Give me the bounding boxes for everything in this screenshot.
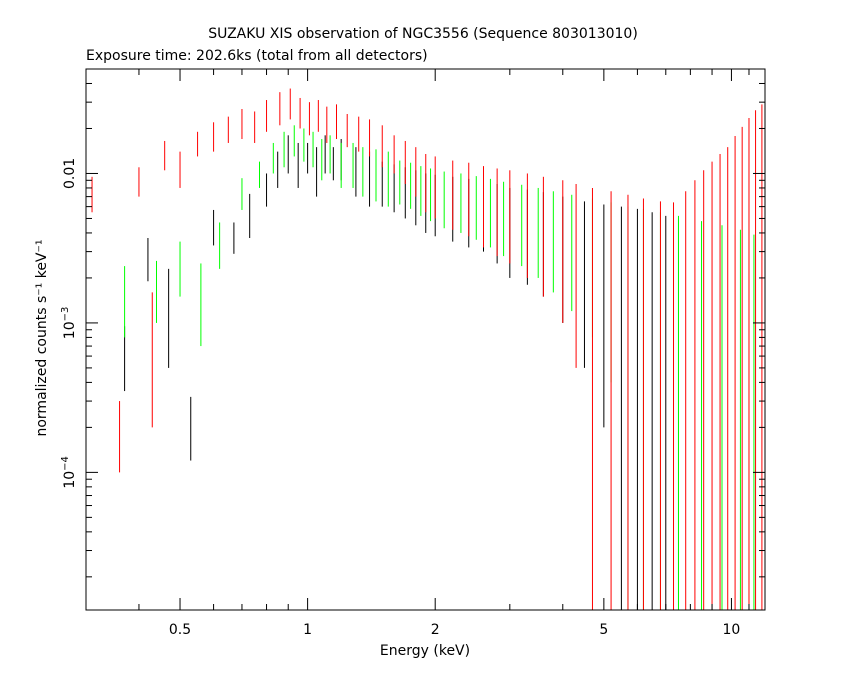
series-0: [124, 135, 679, 610]
x-tick-label: 1: [303, 622, 312, 638]
x-tick-label: 10: [723, 622, 741, 638]
x-tick-label: 5: [599, 622, 608, 638]
x-axis-ticks: 0.5 1 2 5 10: [85, 69, 766, 638]
y-axis-ticks: 0.01 10−3 10−4: [60, 68, 765, 578]
series-1: [124, 125, 755, 610]
series-2: [91, 88, 763, 610]
y-tick-label: 10−3: [60, 307, 78, 340]
chart-title: SUZAKU XIS observation of NGC3556 (Seque…: [208, 26, 638, 42]
y-tick-label: 10−4: [60, 456, 78, 489]
chart-subtitle: Exposure time: 202.6ks (total from all d…: [86, 48, 428, 64]
x-axis-label: Energy (keV): [380, 643, 470, 659]
x-tick-label: 0.5: [169, 622, 191, 638]
y-tick-label: 0.01: [62, 158, 78, 189]
x-tick-label: 2: [431, 622, 440, 638]
y-axis-label: normalized counts s⁻¹ keV⁻¹: [34, 239, 50, 436]
series-layer: [91, 88, 763, 610]
plot-frame: [85, 68, 766, 611]
